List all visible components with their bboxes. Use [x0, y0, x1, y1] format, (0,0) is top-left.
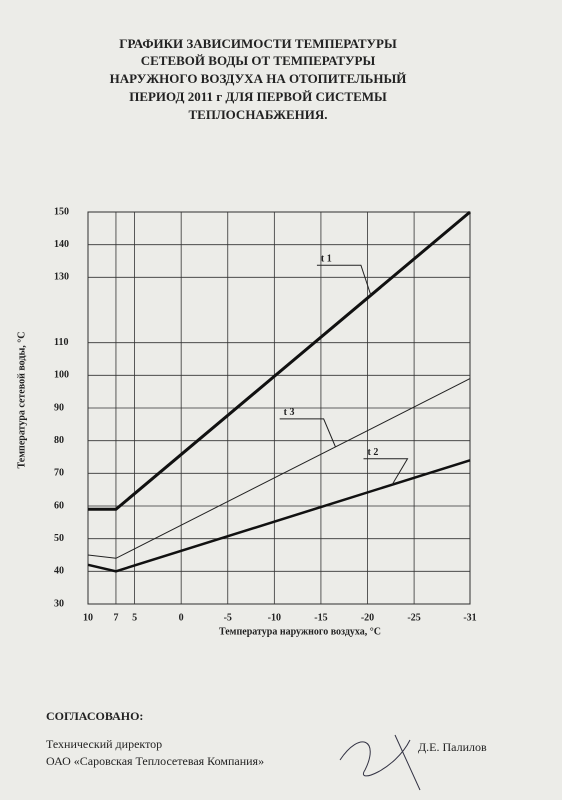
y-tick-label: 30: [54, 598, 64, 609]
title-line: ГРАФИКИ ЗАВИСИМОСТИ ТЕМПЕРАТУРЫ: [119, 36, 397, 51]
x-tick-label: -5: [224, 612, 232, 623]
series-label: t 2: [368, 447, 379, 458]
y-tick-label: 40: [54, 566, 64, 577]
y-tick-label: 60: [54, 500, 64, 511]
company: ОАО «Саровская Теплосетевая Компания»: [46, 754, 264, 768]
x-tick-label: -31: [463, 612, 476, 623]
title-line: НАРУЖНОГО ВОЗДУХА НА ОТОПИТЕЛЬНЫЙ: [110, 71, 407, 86]
x-tick-label: -20: [361, 612, 374, 623]
signatory: Д.Е. Палилов: [418, 740, 487, 754]
x-tick-label: -10: [268, 612, 281, 623]
y-tick-label: 70: [54, 468, 64, 479]
approval: СОГЛАСОВАНО:: [46, 709, 143, 723]
leader-line: [316, 264, 372, 296]
y-tick-label: 130: [54, 272, 69, 283]
series-label: t 1: [321, 254, 332, 265]
y-tick-label: 90: [54, 402, 64, 413]
x-tick-label: 5: [132, 612, 137, 623]
y-tick-label: 140: [54, 239, 69, 250]
title-line: ПЕРИОД 2011 г ДЛЯ ПЕРВОЙ СИСТЕМЫ: [129, 89, 387, 104]
signature: [339, 734, 421, 791]
y-axis-label: Температура сетевой воды, °С: [16, 332, 27, 469]
x-axis-label: Температура наружного воздуха, °С: [219, 626, 381, 637]
series-line: [87, 378, 471, 559]
position: Технический директор: [46, 737, 162, 751]
x-tick-label: 0: [179, 612, 184, 623]
x-tick-label: -25: [407, 612, 420, 623]
y-tick-label: 50: [54, 533, 64, 544]
title-line: СЕТЕВОЙ ВОДЫ ОТ ТЕМПЕРАТУРЫ: [141, 53, 376, 68]
x-tick-label: 7: [113, 612, 118, 623]
y-tick-label: 150: [54, 206, 69, 217]
x-tick-label: -15: [314, 612, 327, 623]
title-line: ТЕПЛОСНАБЖЕНИЯ.: [189, 107, 328, 122]
y-tick-label: 80: [54, 435, 64, 446]
x-tick-label: 10: [83, 612, 93, 623]
series-label: t 3: [284, 407, 295, 418]
series-line: [87, 459, 471, 573]
y-tick-label: 110: [54, 337, 68, 348]
leader-line: [279, 418, 336, 448]
series-line: [88, 210, 471, 511]
leader-line: [363, 458, 409, 485]
y-tick-label: 100: [54, 370, 69, 381]
